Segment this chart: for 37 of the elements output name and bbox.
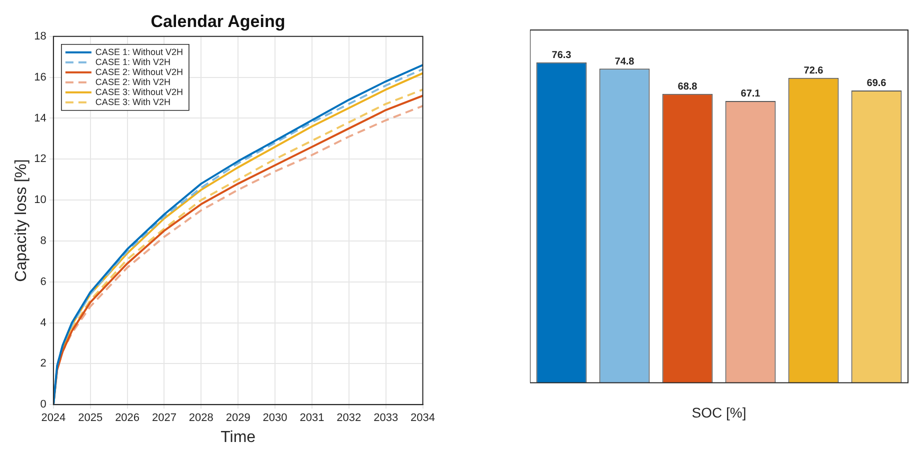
legend-label: CASE 2: With V2H bbox=[95, 76, 170, 87]
legend-label: CASE 3: With V2H bbox=[95, 96, 170, 107]
y-tick-label: 12 bbox=[34, 153, 46, 166]
chart-title: Calendar Ageing bbox=[150, 12, 286, 31]
x-tick-label: 2034 bbox=[410, 412, 436, 424]
data-label: 72.6 bbox=[804, 66, 824, 77]
data-label: 69.6 bbox=[866, 78, 887, 90]
y-tick-label: 8 bbox=[40, 234, 46, 247]
y-tick-label: 10 bbox=[34, 194, 46, 206]
x-axis-title: Time bbox=[220, 428, 256, 446]
y-tick-label: 4 bbox=[40, 316, 46, 329]
y-tick-label: 14 bbox=[34, 112, 46, 124]
y-tick-label: 16 bbox=[34, 71, 46, 84]
legend-label: CASE 1: With V2H bbox=[95, 56, 170, 67]
x-tick-label: 2032 bbox=[336, 412, 362, 424]
x-axis-title: SOC [%] bbox=[692, 404, 746, 420]
y-tick-label: 0 bbox=[40, 398, 46, 411]
data-label: 76.3 bbox=[552, 50, 572, 62]
y-tick-label: 2 bbox=[40, 358, 46, 370]
x-tick-label: 2033 bbox=[374, 412, 398, 424]
x-tick-label: 2025 bbox=[78, 412, 103, 424]
x-tick-label: 2031 bbox=[300, 412, 324, 424]
legend-label: CASE 1: Without V2H bbox=[95, 46, 183, 57]
x-tick-label: 2027 bbox=[152, 412, 176, 424]
x-tick-label: 2029 bbox=[226, 412, 250, 424]
y-axis-title: Capacity loss [%] bbox=[13, 159, 30, 282]
x-tick-label: 2024 bbox=[41, 412, 66, 424]
data-label: 68.8 bbox=[678, 82, 698, 93]
x-tick-label: 2030 bbox=[262, 412, 288, 424]
x-tick-label: 2026 bbox=[115, 412, 140, 424]
legend-label: CASE 3: Without V2H bbox=[95, 86, 183, 97]
x-tick-label: 2028 bbox=[188, 412, 214, 424]
data-label: 74.8 bbox=[614, 56, 635, 68]
y-tick-label: 18 bbox=[34, 30, 46, 42]
legend-label: CASE 2: Without V2H bbox=[95, 66, 183, 77]
y-tick-label: 6 bbox=[40, 276, 46, 288]
data-label: 67.1 bbox=[740, 88, 761, 100]
